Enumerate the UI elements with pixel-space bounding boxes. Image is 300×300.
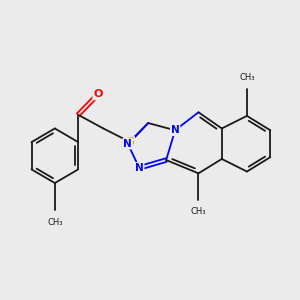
Text: CH₃: CH₃ [239,74,255,82]
Text: CH₃: CH₃ [47,218,63,227]
Text: O: O [93,89,103,99]
Text: S: S [126,137,134,147]
Text: N: N [171,125,179,135]
Text: CH₃: CH₃ [191,207,206,216]
Text: N: N [123,139,132,148]
Text: N: N [135,163,144,173]
